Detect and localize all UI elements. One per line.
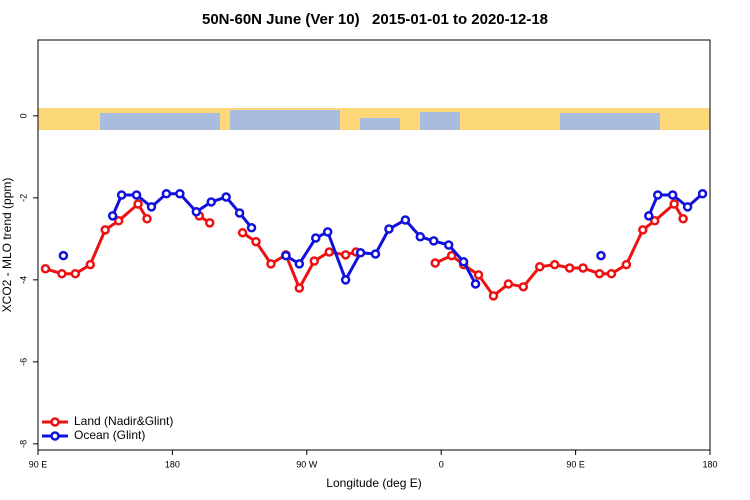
plot-frame (37, 39, 711, 451)
x-tick-label: 0 (439, 459, 444, 469)
y-tick-label: -6 (18, 358, 28, 366)
y-tick-label: -8 (18, 440, 28, 448)
data-point (503, 279, 514, 289)
data-point (234, 208, 245, 218)
map-ocean (100, 113, 220, 130)
data-point (518, 282, 529, 292)
data-point (57, 268, 67, 279)
x-axis-label: Longitude (deg E) (326, 476, 421, 490)
data-point (311, 233, 321, 243)
data-point (697, 189, 708, 199)
data-point (85, 259, 96, 270)
data-point (606, 268, 617, 279)
data-point (549, 259, 560, 270)
y-tick-label: -2 (18, 194, 28, 202)
data-point (596, 250, 606, 261)
data-point (564, 263, 575, 273)
data-point (116, 190, 127, 200)
data-point (400, 215, 411, 225)
data-point (355, 248, 366, 258)
data-point (40, 264, 51, 274)
data-point (340, 250, 351, 260)
legend-label: Land (Nadir&Glint) (74, 414, 173, 428)
x-tick-label: 90 E (29, 459, 48, 469)
data-point (428, 236, 439, 246)
series-line (45, 202, 685, 298)
legend-marker (50, 431, 60, 441)
data-point (384, 224, 394, 234)
x-tick-label: 90 E (566, 459, 585, 469)
data-point (70, 268, 81, 279)
data-point (473, 270, 484, 280)
data-point (191, 207, 202, 217)
y-tick-label: 0 (18, 113, 28, 118)
legend-marker (50, 417, 60, 427)
data-point (107, 211, 118, 221)
data-point (430, 258, 440, 268)
data-point (535, 261, 545, 272)
data-point (204, 218, 215, 228)
data-point (100, 225, 110, 235)
data-point (294, 259, 305, 269)
data-point (58, 250, 69, 261)
data-point (488, 291, 499, 301)
map-ocean (420, 112, 460, 130)
data-point (470, 279, 481, 289)
data-point (644, 211, 654, 221)
data-point (142, 214, 152, 224)
data-point (621, 259, 632, 270)
data-point (578, 263, 588, 273)
data-point (133, 199, 143, 209)
x-tick-label: 90 W (296, 459, 318, 469)
x-tick-label: 180 (702, 459, 717, 469)
chart-title: 50N-60N June (Ver 10) 2015-01-01 to 2020… (202, 11, 548, 28)
data-point (652, 190, 663, 200)
data-point (221, 192, 231, 202)
data-point (251, 236, 261, 247)
y-axis-label: XCO2 - MLO trend (ppm) (0, 178, 14, 313)
map-ocean (560, 113, 660, 130)
data-point (131, 190, 142, 200)
data-point (324, 247, 334, 257)
data-point (446, 250, 457, 261)
data-point (415, 232, 426, 242)
data-point (669, 199, 679, 209)
y-tick-label: -4 (18, 276, 28, 284)
data-point (309, 256, 320, 266)
data-point (281, 250, 291, 261)
data-point (443, 240, 454, 250)
legend-label: Ocean (Glint) (74, 428, 145, 442)
data-point (161, 189, 172, 199)
map-ocean (230, 110, 340, 130)
data-point (294, 283, 305, 293)
data-point (113, 216, 124, 226)
data-point (682, 202, 693, 212)
x-tick-label: 180 (165, 459, 180, 469)
data-point (370, 249, 381, 259)
data-point (458, 257, 469, 267)
data-point (638, 225, 648, 235)
data-point (649, 216, 660, 226)
map-band (38, 108, 710, 130)
data-point (237, 227, 248, 238)
data-point (175, 189, 185, 199)
data-point (678, 214, 688, 224)
map-ocean (360, 118, 400, 130)
data-point (340, 275, 351, 285)
data-point (246, 223, 257, 233)
data-point (667, 190, 678, 200)
data-point (594, 268, 605, 279)
data-point (266, 259, 276, 269)
data-point (146, 202, 157, 212)
data-point (206, 197, 216, 207)
data-point (322, 227, 333, 237)
